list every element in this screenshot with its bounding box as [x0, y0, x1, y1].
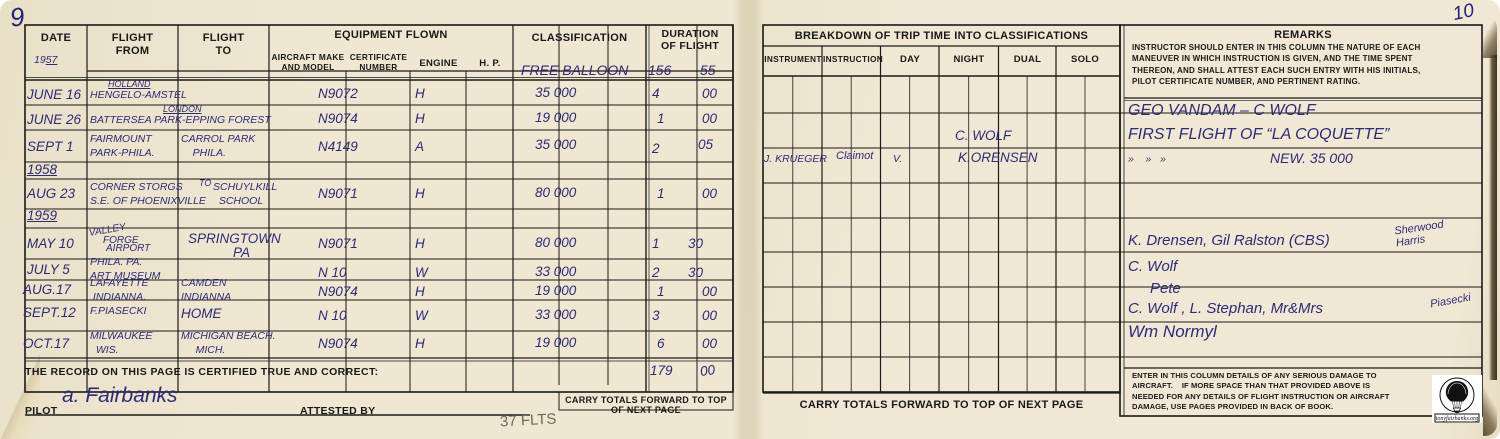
svg-text:tonyfairbanks.org: tonyfairbanks.org	[1436, 415, 1479, 422]
